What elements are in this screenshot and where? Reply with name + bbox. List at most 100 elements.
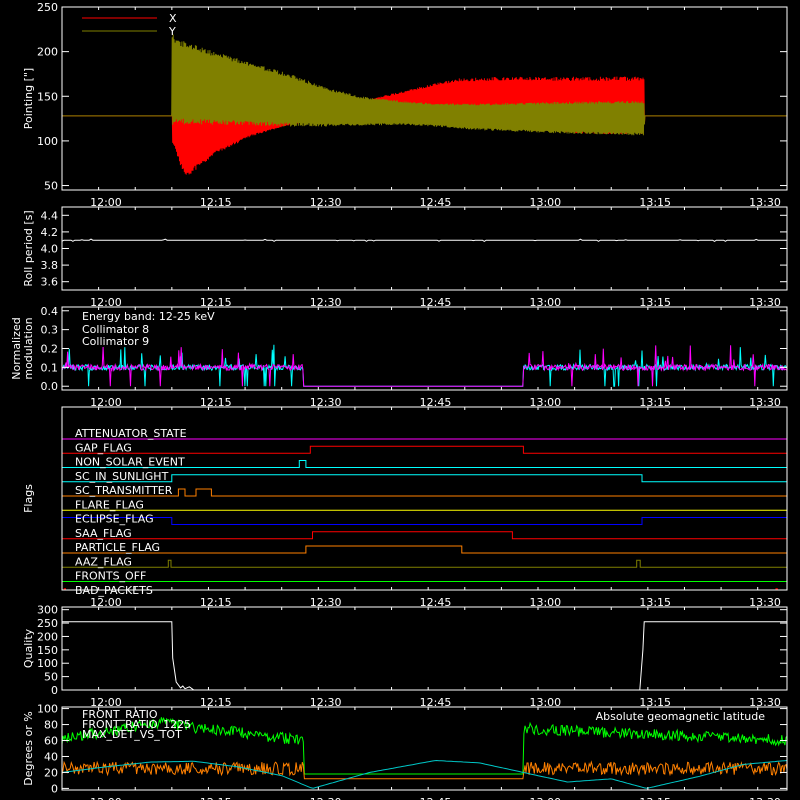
x-tick-label: 12:00 — [90, 596, 122, 609]
series-line-x — [62, 76, 787, 175]
y-tick-label: 100 — [37, 703, 58, 716]
legend-label-y: Y — [168, 25, 176, 38]
flag-label-gap-flag: GAP_FLAG — [75, 441, 132, 454]
x-tick-label: 12:45 — [420, 196, 452, 209]
panel-frame-pointing — [61, 6, 788, 191]
y-tick-label: 3.8 — [41, 259, 59, 272]
y-tick-label: 50 — [44, 671, 58, 684]
x-tick-label: 13:30 — [749, 796, 781, 800]
flag-line-gap-flag — [62, 445, 787, 454]
plot-area-modulation — [62, 344, 787, 387]
x-tick-label: 13:00 — [529, 696, 561, 709]
x-tick-label: 12:15 — [200, 396, 232, 409]
y-axis-label-latitude_ratios: Degrees or % — [22, 711, 35, 785]
legend-label-collimator-8: Collimator 8 — [82, 323, 149, 336]
panel-quality: 12:00 12:15 12:30 12:45 13:00 13:15 13:30 05010… — [22, 604, 788, 709]
flag-line-saa-flag — [62, 531, 787, 540]
flag-label-attenuator-state: ATTENUATOR_STATE — [75, 427, 187, 440]
flag-label-non-solar-event: NON_SOLAR_EVENT — [75, 456, 185, 469]
flag-label-eclipse-flag: ECLIPSE_FLAG — [75, 513, 154, 526]
y-tick-label: 300 — [37, 604, 58, 617]
series-line-y — [62, 34, 787, 136]
y-axis-label-modulation: Normalized — [10, 317, 23, 379]
x-tick-label: 13:15 — [639, 296, 671, 309]
panel-latitude_ratios: FRONT_RATIOFRONT_RATIO_1225MAX_DET_VS_TO… — [22, 703, 788, 800]
flag-line-aaz-flag — [62, 559, 787, 568]
y-tick-label: 3.6 — [41, 276, 59, 289]
x-tick-label: 13:15 — [639, 196, 671, 209]
x-tick-label: 12:45 — [420, 296, 452, 309]
x-tick-label: 13:00 — [529, 296, 561, 309]
x-tick-label: 12:15 — [200, 596, 232, 609]
series-line-quality — [62, 621, 787, 690]
flag-line-sc-in-sunlight — [62, 474, 787, 483]
x-tick-label: 13:00 — [529, 396, 561, 409]
x-tick-label: 13:00 — [529, 196, 561, 209]
y-tick-label: 4.2 — [41, 226, 59, 239]
x-tick-label: 12:30 — [310, 596, 342, 609]
x-tick-label: 12:45 — [420, 696, 452, 709]
legend-label-collimator-9: Collimator 9 — [82, 335, 149, 348]
x-tick-label: 13:15 — [639, 396, 671, 409]
y-tick-label: 40 — [44, 750, 58, 763]
y-tick-label: 150 — [37, 90, 58, 103]
series-line-front-ratio — [62, 717, 787, 775]
x-tick-label: 12:30 — [310, 696, 342, 709]
flag-label-aaz-flag: AAZ_FLAG — [75, 555, 132, 568]
x-tick-label: 12:15 — [200, 796, 232, 800]
x-tick-label: 12:45 — [420, 396, 452, 409]
flag-line-sc-transmitter — [62, 488, 787, 497]
y-tick-label: 0.4 — [41, 305, 59, 318]
flag-line-non-solar-event — [62, 460, 787, 468]
x-tick-label: 12:45 — [420, 796, 452, 800]
x-tick-label: 12:00 — [90, 696, 122, 709]
y-tick-label: 250 — [37, 617, 58, 630]
y-tick-label: 20 — [44, 766, 58, 779]
y-tick-label: 100 — [37, 657, 58, 670]
y-tick-label: 150 — [37, 644, 58, 657]
panel-roll_period: 12:00 12:15 12:30 12:45 13:00 13:15 13:30 3.6 3.… — [22, 206, 788, 309]
flag-label-flare-flag: FLARE_FLAG — [75, 498, 144, 511]
y-tick-label: 60 — [44, 735, 58, 748]
legend-label-x: X — [169, 12, 177, 25]
x-tick-label: 13:30 — [749, 296, 781, 309]
legend-label-front-ratio-1225: FRONT_RATIO_1225 — [82, 718, 191, 731]
x-tick-label: 13:30 — [749, 196, 781, 209]
panel-pointing: XY 12:00 12:15 12:30 12:45 13:00 13:15 13:30 50 1… — [22, 1, 788, 209]
plot-area-flags — [62, 438, 787, 590]
x-tick-label: 12:00 — [90, 396, 122, 409]
series-line-max-det-vs-tot — [62, 760, 787, 780]
annotation-energy-band: Energy band: 12-25 keV — [82, 310, 215, 323]
legend-label-max-det-vs-tot: MAX_DET_VS_TOT — [82, 728, 182, 741]
series-line-collimator-9 — [62, 345, 787, 387]
x-tick-label: 12:30 — [310, 296, 342, 309]
y-tick-label: 0 — [51, 684, 58, 697]
flag-label-particle-flag: PARTICLE_FLAG — [75, 541, 160, 554]
x-tick-label: 12:15 — [200, 296, 232, 309]
x-tick-label: 13:30 — [749, 596, 781, 609]
x-tick-label: 12:30 — [310, 396, 342, 409]
x-tick-label: 12:00 — [90, 196, 122, 209]
x-tick-label: 12:15 — [200, 196, 232, 209]
y-tick-label: 100 — [37, 135, 58, 148]
plot-area-pointing — [62, 34, 787, 175]
panel-frame-latitude_ratios — [61, 706, 788, 791]
x-tick-label: 13:00 — [529, 596, 561, 609]
y-tick-label: 0.2 — [41, 343, 59, 356]
y-tick-label: 0 — [51, 782, 58, 795]
y-tick-label: 50 — [44, 180, 58, 193]
y-axis-label-modulation: modulation — [22, 317, 35, 379]
flag-label-saa-flag: SAA_FLAG — [75, 527, 132, 540]
panel-frame-roll_period — [61, 206, 788, 291]
y-tick-label: 250 — [37, 1, 58, 14]
series-line-geomagnetic-latitude — [62, 759, 787, 789]
panel-frame-flags — [61, 406, 788, 591]
y-tick-label: 0.3 — [41, 324, 59, 337]
x-tick-label: 12:30 — [310, 196, 342, 209]
x-tick-label: 12:00 — [90, 796, 122, 800]
y-tick-label: 4.0 — [41, 243, 59, 256]
y-axis-label-roll_period: Roll period [s] — [22, 210, 35, 286]
y-axis-label-pointing: Pointing ["] — [22, 68, 35, 129]
